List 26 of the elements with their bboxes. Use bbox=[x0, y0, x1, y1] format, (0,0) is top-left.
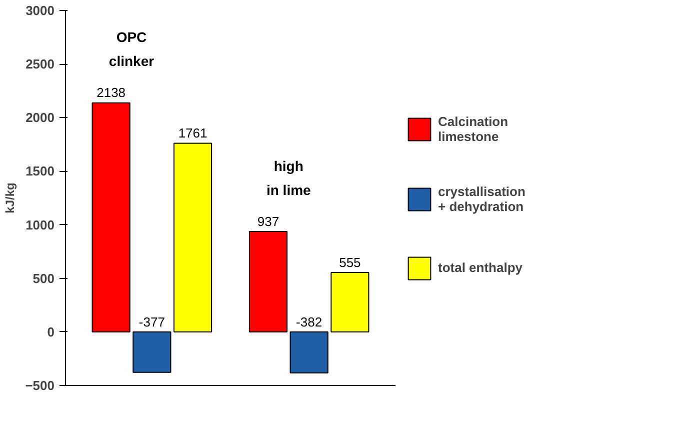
bar bbox=[290, 331, 328, 374]
data-label: -377 bbox=[138, 314, 165, 330]
y-tick-label: 2500 bbox=[26, 56, 54, 72]
y-axis-title: kJ/kg bbox=[3, 182, 18, 214]
y-tick-label: −500 bbox=[25, 378, 55, 393]
data-label: 2138 bbox=[96, 85, 126, 100]
bar bbox=[132, 331, 172, 373]
y-tick-label: 3000 bbox=[26, 3, 54, 18]
y-tick-label: 1000 bbox=[26, 217, 54, 232]
data-label: 555 bbox=[339, 254, 361, 270]
y-tick-label: 2000 bbox=[26, 110, 54, 126]
y-tick-label: 1500 bbox=[26, 164, 54, 179]
data-label: 1761 bbox=[178, 126, 208, 141]
legend-label: Calcination limestone bbox=[438, 114, 508, 144]
data-label: 937 bbox=[257, 214, 280, 229]
y-tick-label: 0 bbox=[47, 324, 55, 340]
bar bbox=[92, 102, 130, 332]
legend-label: total enthalpy bbox=[438, 260, 523, 275]
annotation: OPC clinker bbox=[108, 29, 155, 70]
bar bbox=[248, 231, 288, 332]
data-label: -382 bbox=[296, 314, 322, 330]
annotation: high in lime bbox=[266, 158, 312, 198]
bar bbox=[330, 272, 370, 332]
y-tick-label: 500 bbox=[32, 270, 55, 286]
legend-label: crystallisation + dehydration bbox=[438, 184, 526, 214]
bar bbox=[173, 142, 212, 332]
